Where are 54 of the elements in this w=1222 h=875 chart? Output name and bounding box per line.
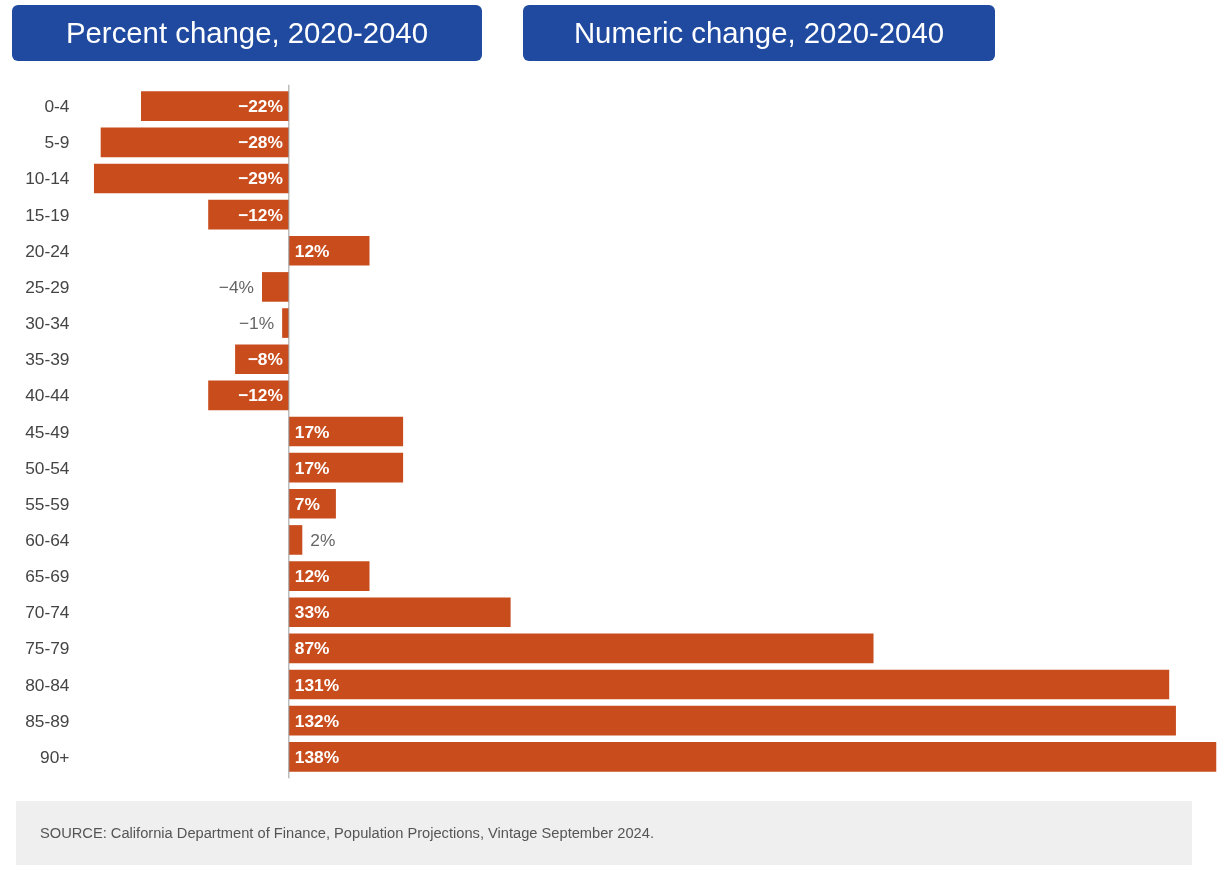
data-label: −28% (238, 132, 283, 153)
y-tick-label: 15-19 (25, 204, 70, 225)
y-tick-label: 60-64 (25, 529, 70, 550)
y-tick-label: 10-14 (25, 168, 70, 189)
data-label: 17% (294, 457, 330, 478)
data-label: −12% (238, 204, 283, 225)
bar (288, 416, 404, 447)
bar (282, 308, 289, 338)
data-label: 12% (294, 240, 330, 261)
y-tick-label: 50-54 (25, 457, 70, 478)
data-label: −12% (238, 385, 283, 406)
y-tick-label: 80-84 (25, 674, 70, 695)
y-tick-label: 5-9 (44, 132, 70, 153)
y-tick-label: 70-74 (25, 602, 70, 623)
data-label: 2% (310, 529, 336, 550)
y-tick-label: 45-49 (25, 421, 70, 442)
y-tick-label: 75-79 (25, 638, 70, 659)
source-note: SOURCE: California Department of Finance, Population Projections, Vintage September 2024. (40, 824, 654, 843)
bar (288, 705, 1176, 736)
data-label: −22% (238, 96, 283, 117)
y-tick-label: 55-59 (25, 493, 70, 514)
y-tick-label: 30-34 (25, 313, 70, 334)
data-label: 12% (294, 566, 330, 587)
bar (288, 597, 511, 628)
data-label: −1% (238, 313, 275, 334)
bar (141, 91, 289, 122)
data-label: −4% (218, 276, 254, 297)
bar (288, 741, 1217, 772)
y-tick-label: 90+ (40, 746, 70, 767)
text: Numeric change, 2020-2040 (573, 15, 945, 51)
bar (288, 452, 404, 483)
bar (288, 633, 874, 664)
data-label: 138% (294, 746, 340, 767)
y-tick-label: 85-89 (25, 710, 70, 731)
data-label: 17% (294, 421, 330, 442)
y-tick-label: 35-39 (25, 349, 70, 370)
y-tick-label: 25-29 (25, 276, 70, 297)
bar (100, 127, 289, 158)
text: Percent change, 2020-2040 (66, 15, 428, 51)
data-label: 7% (294, 493, 320, 514)
bar (261, 272, 289, 302)
bar (288, 669, 1170, 700)
bar (288, 525, 303, 555)
data-label: 132% (294, 710, 340, 731)
data-label: 33% (294, 602, 330, 623)
data-label: −8% (247, 349, 283, 370)
data-label: 87% (294, 638, 330, 659)
data-label: 131% (294, 674, 340, 695)
y-tick-label: 0-4 (44, 96, 70, 117)
data-label: −29% (238, 168, 283, 189)
y-tick-label: 40-44 (25, 385, 70, 406)
bar (93, 163, 289, 194)
y-tick-label: 65-69 (25, 566, 70, 587)
y-tick-label: 20-24 (25, 240, 70, 261)
